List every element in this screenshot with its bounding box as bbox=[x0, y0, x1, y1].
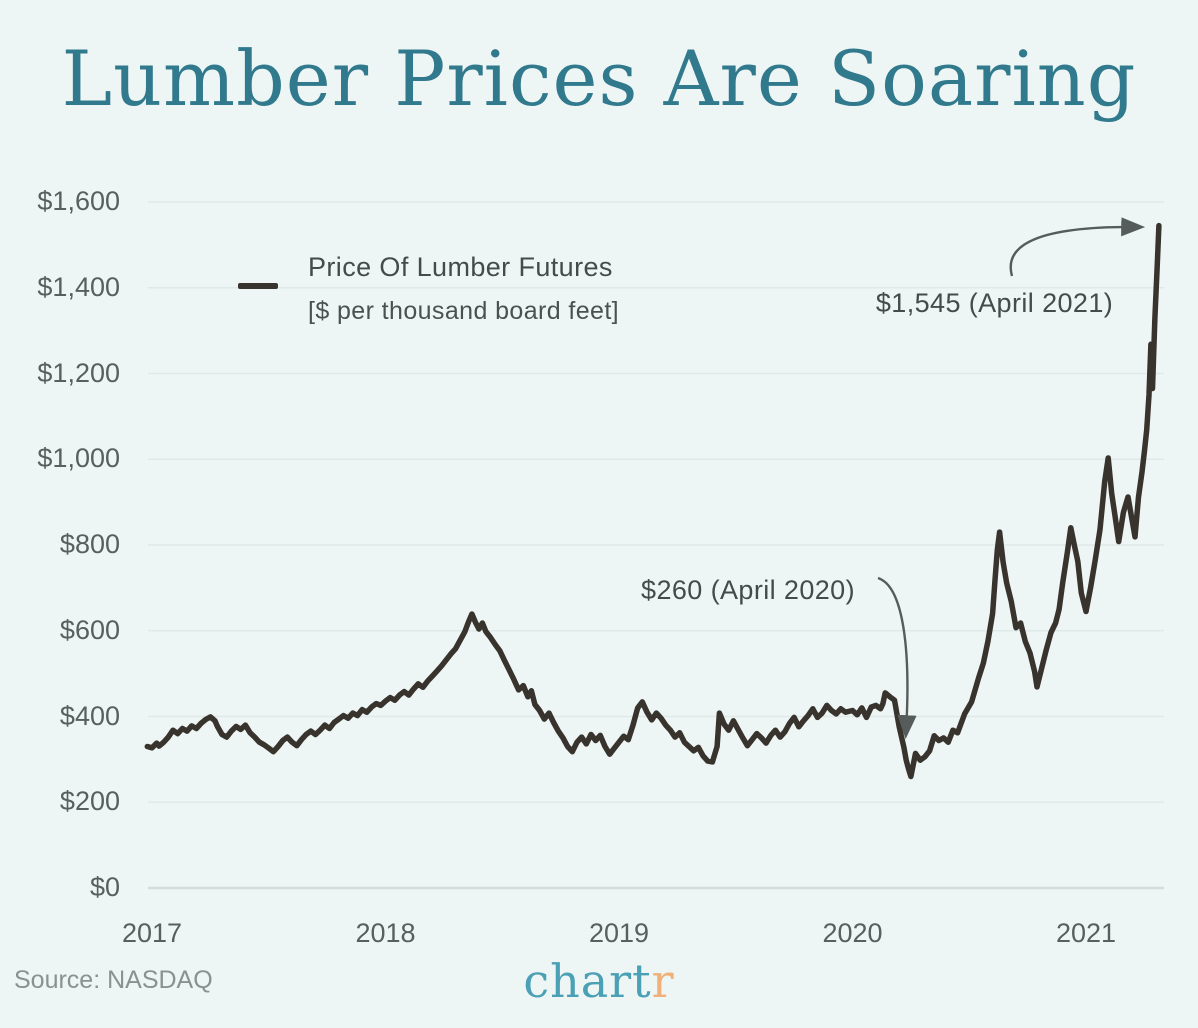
x-axis-label: 2018 bbox=[355, 918, 416, 948]
logo-main-text: chart bbox=[523, 954, 652, 1008]
annotation-peak: $1,545 (April 2021) bbox=[875, 288, 1114, 318]
grid bbox=[148, 201, 1164, 890]
y-axis-label: $200 bbox=[59, 786, 120, 817]
y-axis-label: $1,000 bbox=[37, 443, 120, 474]
price-line bbox=[144, 222, 1162, 780]
x-axis-label: 2017 bbox=[121, 918, 183, 948]
x-axis-label: 2019 bbox=[588, 918, 650, 948]
x-axis-label: 2021 bbox=[1055, 918, 1117, 948]
y-axis-label: $800 bbox=[59, 529, 120, 559]
y-axis-label: $0 bbox=[89, 872, 120, 902]
legend-sublabel: [$ per thousand board feet] bbox=[308, 297, 620, 325]
y-axis-label: $1,400 bbox=[37, 271, 120, 302]
source-label: Source: NASDAQ bbox=[14, 966, 213, 994]
legend-line-swatch bbox=[238, 283, 278, 289]
peak-annotation-arrow bbox=[1009, 217, 1146, 277]
y-axis-label: $1,200 bbox=[37, 357, 120, 388]
trough-annotation-arrow bbox=[877, 576, 917, 740]
y-axis-label: $600 bbox=[59, 614, 120, 645]
page-title: Lumber Prices Are Soaring bbox=[61, 34, 1137, 123]
chartr-logo: chartr bbox=[0, 954, 1198, 1008]
legend: Price Of Lumber Futures [$ per thousand … bbox=[238, 252, 619, 326]
y-axis-label: $1,600 bbox=[37, 186, 120, 216]
y-axis-label: $400 bbox=[59, 700, 120, 731]
annotation-trough: $260 (April 2020) bbox=[641, 575, 855, 605]
legend-label: Price Of Lumber Futures bbox=[308, 252, 613, 282]
x-axis-label: 2020 bbox=[822, 918, 883, 948]
logo-accent-text: r bbox=[651, 954, 675, 1008]
